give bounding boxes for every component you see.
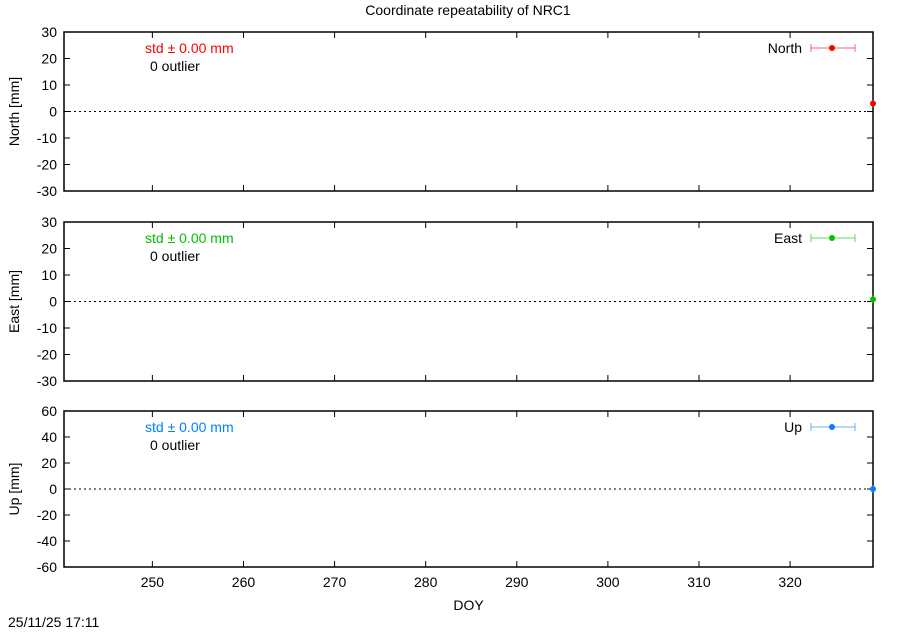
legend-label: Up xyxy=(784,419,802,435)
y-tick-label: -30 xyxy=(37,183,57,199)
data-point xyxy=(870,486,876,492)
legend-marker xyxy=(829,45,835,51)
chart-title: Coordinate repeatability of NRC1 xyxy=(365,2,571,18)
y-tick-label: -10 xyxy=(37,320,57,336)
x-tick-label: 260 xyxy=(232,574,256,590)
y-tick-label: -20 xyxy=(37,507,57,523)
y-axis-label: East [mm] xyxy=(6,270,22,333)
y-tick-label: 10 xyxy=(41,77,57,93)
y-tick-label: 10 xyxy=(41,267,57,283)
x-tick-label: 250 xyxy=(141,574,165,590)
y-tick-label: 0 xyxy=(49,104,57,120)
x-tick-label: 320 xyxy=(778,574,802,590)
legend-label: North xyxy=(768,40,802,56)
x-tick-label: 310 xyxy=(687,574,711,590)
x-tick-label: 270 xyxy=(323,574,347,590)
y-tick-label: 30 xyxy=(41,214,57,230)
legend-label: East xyxy=(774,230,802,246)
y-tick-label: -60 xyxy=(37,559,57,575)
y-tick-label: 20 xyxy=(41,455,57,471)
y-tick-label: -30 xyxy=(37,373,57,389)
outlier-annotation: 0 outlier xyxy=(150,248,200,264)
y-tick-label: -20 xyxy=(37,157,57,173)
outlier-annotation: 0 outlier xyxy=(150,58,200,74)
std-annotation: std ± 0.00 mm xyxy=(145,230,234,246)
y-axis-label: Up [mm] xyxy=(6,463,22,516)
y-tick-label: 60 xyxy=(41,403,57,419)
y-tick-label: -10 xyxy=(37,130,57,146)
x-tick-label: 290 xyxy=(505,574,529,590)
y-tick-label: 0 xyxy=(49,294,57,310)
y-tick-label: 30 xyxy=(41,24,57,40)
y-tick-label: 20 xyxy=(41,241,57,257)
y-tick-label: -20 xyxy=(37,347,57,363)
legend-marker xyxy=(829,235,835,241)
plot-frame xyxy=(63,31,874,192)
footer-timestamp: 25/11/25 17:11 xyxy=(8,614,100,630)
x-tick-label: 300 xyxy=(596,574,620,590)
data-point xyxy=(870,100,876,107)
std-annotation: std ± 0.00 mm xyxy=(145,40,234,56)
outlier-annotation: 0 outlier xyxy=(150,437,200,453)
y-tick-label: 40 xyxy=(41,429,57,445)
legend-marker xyxy=(829,424,835,430)
data-point xyxy=(870,296,876,303)
std-annotation: std ± 0.00 mm xyxy=(145,419,234,435)
y-tick-label: 0 xyxy=(49,481,57,497)
y-tick-label: -40 xyxy=(37,533,57,549)
y-tick-label: 20 xyxy=(41,51,57,67)
x-axis-label: DOY xyxy=(453,597,484,613)
y-axis-label: North [mm] xyxy=(6,77,22,146)
x-tick-label: 280 xyxy=(414,574,438,590)
